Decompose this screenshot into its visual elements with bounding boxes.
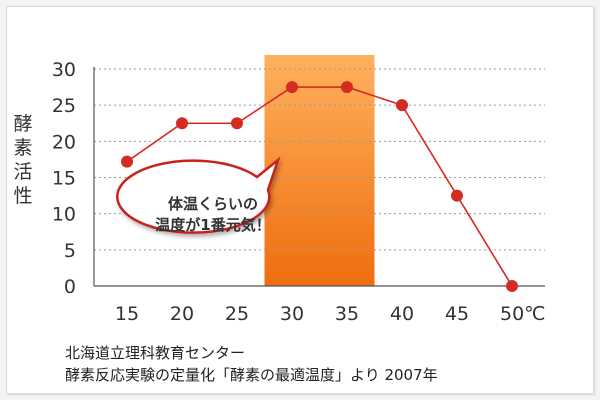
- y-tick-label: 0: [64, 276, 76, 298]
- x-tick-label: 50℃: [500, 303, 546, 325]
- data-point: [176, 117, 188, 130]
- data-point: [506, 280, 518, 292]
- x-tick-label: 45: [445, 303, 469, 325]
- speech-bubble-shape: [116, 156, 281, 234]
- annotation-line-1: 体温くらいの: [168, 195, 258, 213]
- x-tick-label: 15: [115, 303, 139, 325]
- x-tick-label: 35: [335, 303, 359, 325]
- y-axis-label: 酵素活性: [13, 113, 33, 207]
- annotation-line-2: 温度が1番元気！: [155, 216, 270, 234]
- source-line-1: 北海道立理科教育センター: [65, 344, 246, 362]
- y-tick-label: 20: [52, 131, 76, 153]
- series-line: [126, 86, 513, 287]
- data-point: [451, 189, 463, 202]
- source-line-2: 酵素反応実験の定量化「酵素の最適温度」より 2007年: [65, 366, 438, 384]
- x-tick-label: 25: [225, 303, 249, 325]
- annotation-bubble: 体温くらいの 温度が1番元気！: [116, 156, 281, 234]
- data-point: [396, 99, 408, 112]
- optimal-range-highlight: [264, 55, 375, 286]
- data-point: [231, 117, 243, 130]
- y-tick-label: 10: [52, 204, 76, 226]
- data-point: [341, 81, 353, 94]
- source-caption: 北海道立理科教育センター 酵素反応実験の定量化「酵素の最適温度」より 2007年: [65, 342, 438, 386]
- x-tick-label: 40: [390, 303, 414, 325]
- y-tick-label: 5: [64, 240, 76, 262]
- y-tick-label: 15: [52, 168, 76, 190]
- x-tick-label: 20: [170, 303, 194, 325]
- data-point: [121, 155, 133, 168]
- data-point: [286, 81, 298, 94]
- y-tick-label: 30: [52, 59, 76, 81]
- x-tick-label: 30: [280, 303, 304, 325]
- y-tick-label: 25: [52, 95, 76, 117]
